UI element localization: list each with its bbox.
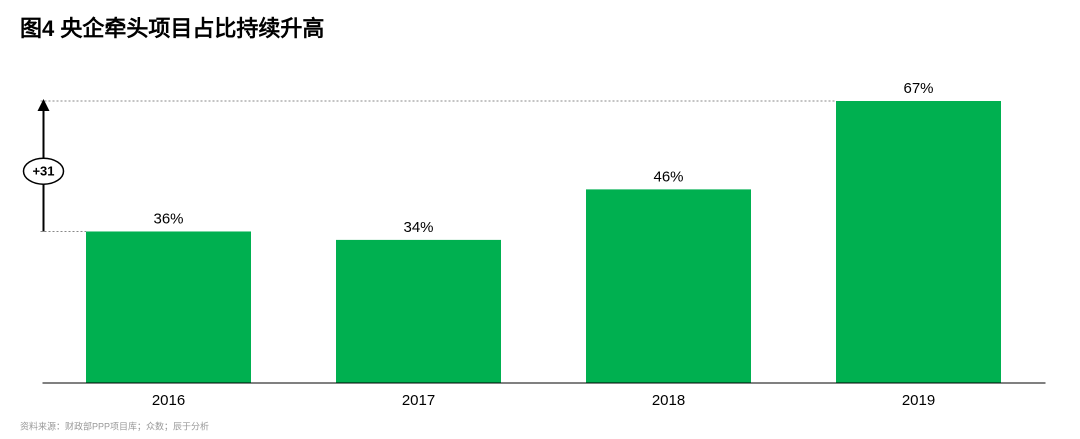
chart-title: 图4 央企牵头项目占比持续升高: [20, 16, 324, 41]
x-tick-label: 2018: [652, 392, 685, 409]
value-label: 46%: [653, 168, 683, 185]
bar: [836, 100, 1001, 383]
bar: [336, 239, 501, 383]
source-note: 资料来源：财政部PPP项目库；众数；辰于分析: [20, 420, 209, 431]
bar: [586, 189, 751, 383]
value-label: 67%: [903, 80, 933, 97]
x-tick-label: 2016: [152, 392, 185, 409]
annotation-bubble: [22, 157, 65, 185]
bar: [86, 231, 251, 383]
x-tick-label: 2017: [402, 392, 435, 409]
annotation: +31: [32, 164, 54, 179]
value-label: 36%: [153, 210, 183, 227]
x-tick-label: 2019: [902, 392, 935, 409]
value-label: 34%: [403, 219, 433, 236]
